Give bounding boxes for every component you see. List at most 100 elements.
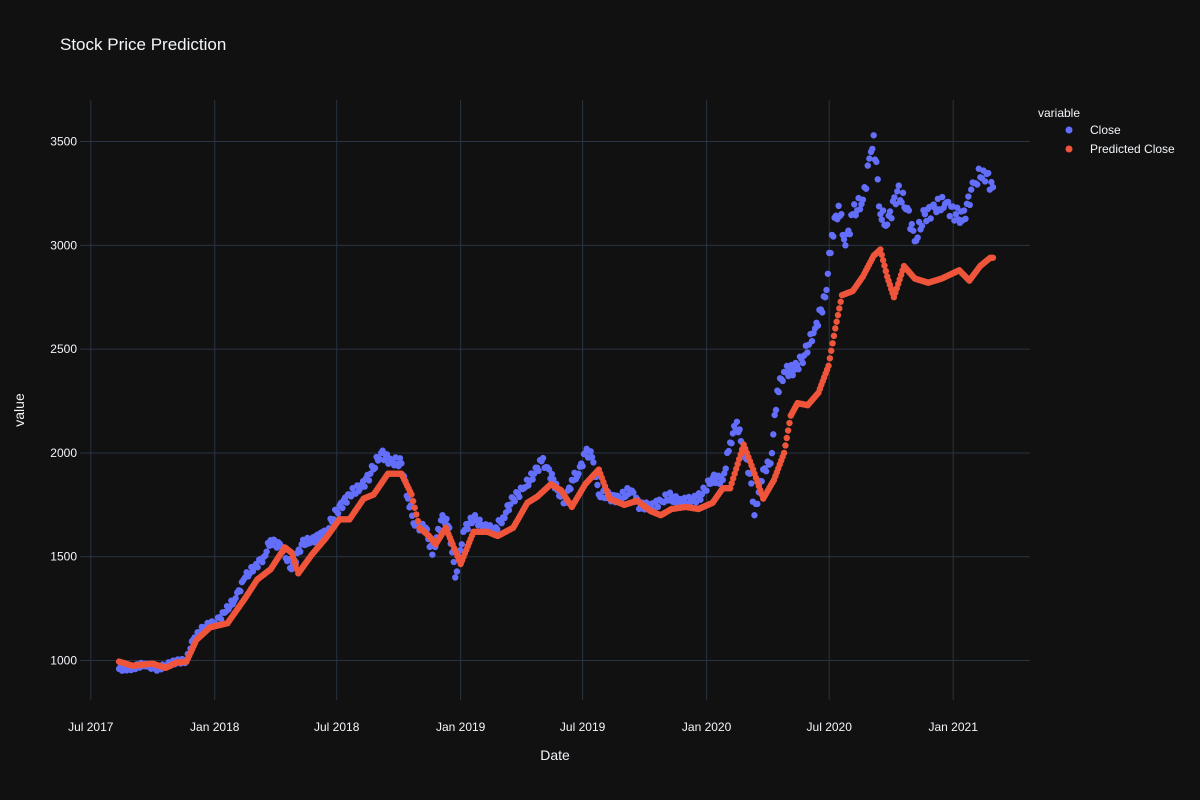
data-point: [567, 485, 574, 493]
data-point: [736, 426, 743, 433]
data-point: [842, 242, 849, 249]
data-point: [414, 517, 422, 525]
data-point: [505, 506, 513, 514]
x-tick-label: Jul 2017: [68, 720, 114, 734]
data-point: [981, 178, 989, 185]
data-point: [751, 512, 758, 519]
data-point: [450, 558, 457, 566]
data-point: [334, 510, 342, 517]
data-point: [799, 359, 807, 367]
data-point: [343, 499, 350, 506]
data-point: [762, 468, 770, 475]
data-point: [908, 220, 916, 228]
data-point: [529, 476, 536, 483]
data-point: [494, 526, 501, 533]
data-point: [898, 199, 905, 206]
data-point: [217, 615, 225, 623]
data-point: [535, 467, 542, 475]
data-point: [823, 286, 830, 294]
data-point: [783, 434, 790, 442]
data-point: [862, 185, 870, 192]
data-point: [921, 210, 929, 218]
data-point: [413, 511, 420, 518]
legend: variable Close Predicted Close: [1038, 106, 1175, 156]
data-point: [829, 340, 836, 347]
x-axis-ticks: Jul 2017 Jan 2018 Jul 2018 Jan 2019 Jul 2019…: [68, 720, 978, 734]
data-point: [832, 325, 839, 332]
data-point: [654, 503, 662, 511]
data-point: [748, 480, 755, 487]
data-point: [719, 476, 726, 484]
data-point: [409, 497, 417, 505]
data-point: [728, 440, 735, 447]
data-point: [734, 460, 741, 468]
data-point: [899, 189, 907, 197]
data-point: [725, 447, 732, 455]
data-point: [824, 270, 832, 277]
data-point: [869, 145, 876, 153]
data-point: [989, 183, 997, 191]
data-point: [837, 298, 844, 305]
data-point: [575, 470, 582, 477]
data-point: [476, 516, 483, 523]
data-point: [411, 504, 418, 511]
data-point: [768, 449, 776, 457]
data-point: [767, 460, 774, 467]
data-point: [974, 181, 981, 188]
data-point: [380, 456, 388, 464]
data-point: [891, 194, 898, 201]
data-point: [361, 483, 368, 490]
data-point: [882, 267, 890, 275]
data-point: [960, 207, 968, 214]
y-tick-label: 1500: [50, 550, 77, 564]
data-point: [771, 411, 778, 419]
data-point: [866, 155, 873, 162]
data-point: [888, 215, 895, 222]
data-point: [879, 207, 887, 214]
data-point: [452, 574, 459, 581]
data-point: [962, 215, 969, 223]
data-point: [870, 132, 877, 139]
legend-title: variable: [1038, 106, 1080, 120]
data-point: [501, 514, 508, 522]
data-point: [852, 212, 859, 219]
data-point: [735, 455, 743, 463]
data-point: [833, 318, 840, 325]
data-point: [895, 182, 902, 189]
data-point: [782, 442, 789, 449]
data-point: [851, 201, 858, 208]
data-point: [989, 254, 997, 261]
x-axis-label: Date: [540, 747, 570, 763]
data-point: [507, 501, 514, 508]
data-point: [883, 221, 891, 228]
data-point: [840, 236, 848, 243]
series-predicted-close: [115, 246, 997, 672]
legend-marker: [1065, 126, 1073, 134]
data-point: [453, 568, 461, 575]
data-point: [731, 470, 738, 477]
data-point: [819, 309, 826, 316]
data-point: [828, 347, 835, 354]
y-axis-ticks: 1000 1500 2000 2500 3000 3500: [50, 135, 77, 668]
x-tick-label: Jan 2021: [928, 720, 978, 734]
data-point: [733, 418, 741, 425]
data-point: [808, 337, 816, 345]
data-point: [988, 178, 995, 186]
data-point: [830, 332, 838, 340]
data-point: [590, 459, 597, 466]
data-point: [835, 202, 842, 210]
plot-area: [115, 132, 997, 674]
data-point: [914, 234, 921, 241]
data-point: [786, 419, 793, 427]
data-point: [864, 162, 871, 169]
data-point: [789, 371, 796, 379]
data-point: [965, 193, 972, 200]
data-point: [827, 249, 834, 257]
y-tick-label: 3500: [50, 135, 77, 149]
data-point: [630, 489, 637, 496]
grid-lines: [80, 100, 1030, 700]
data-point: [873, 158, 880, 166]
data-point: [398, 460, 405, 467]
data-point: [726, 485, 734, 492]
